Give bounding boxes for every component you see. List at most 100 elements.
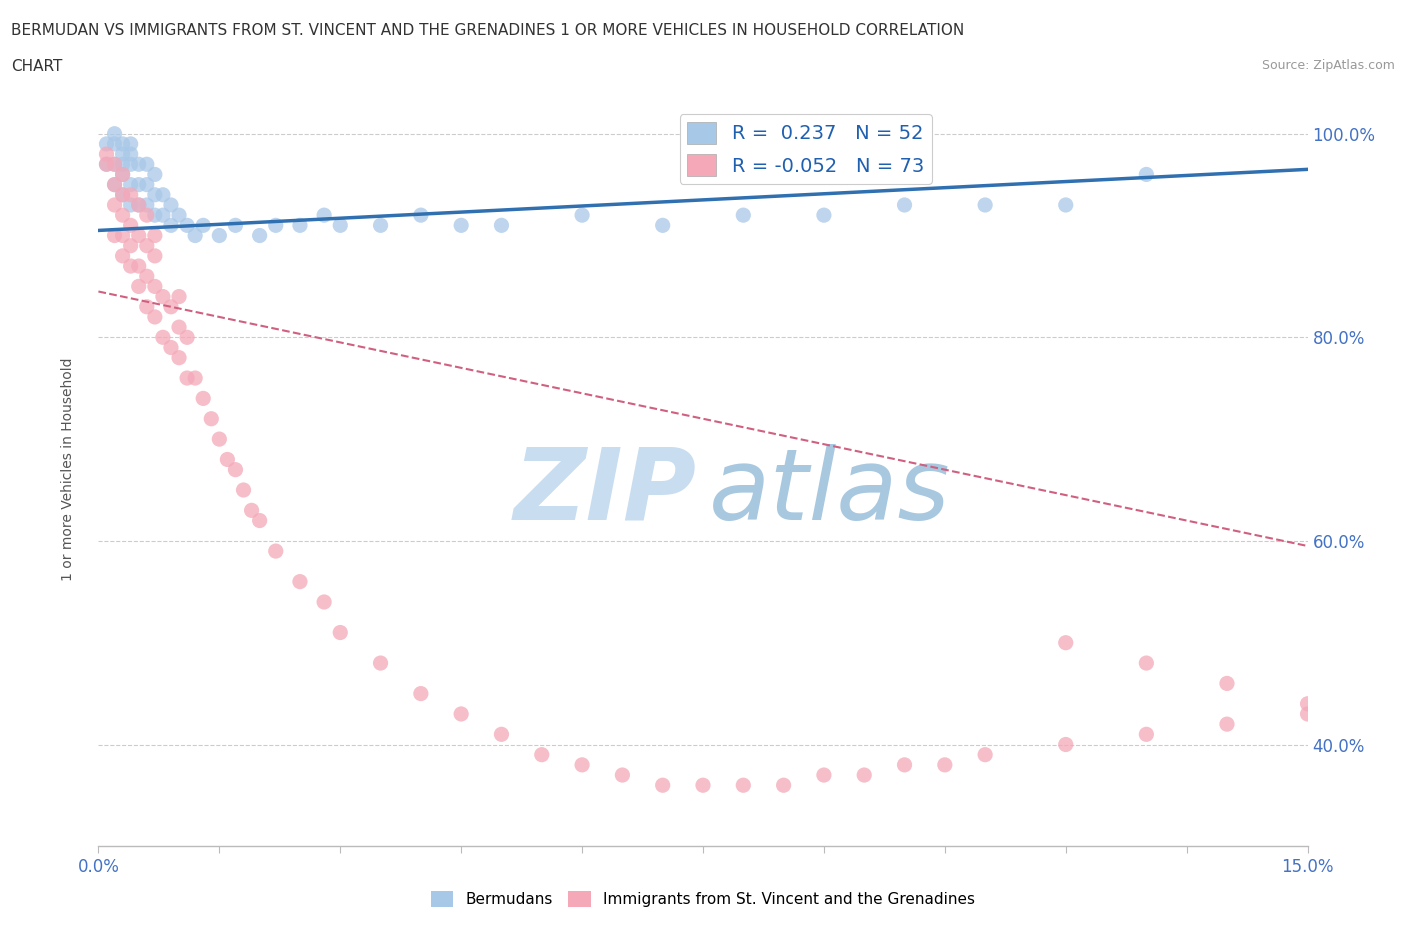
Point <box>329 625 352 640</box>
Point <box>1135 727 1157 742</box>
Point <box>96 157 118 172</box>
Point <box>96 157 118 172</box>
Point <box>103 157 125 172</box>
Point <box>143 187 166 202</box>
Point <box>120 197 142 212</box>
Point <box>651 777 673 792</box>
Point <box>135 238 157 253</box>
Point <box>1296 697 1319 711</box>
Point <box>103 197 125 212</box>
Point <box>167 320 190 335</box>
Point <box>143 167 166 182</box>
Point <box>314 594 336 609</box>
Point <box>111 207 134 222</box>
Point <box>491 218 513 232</box>
Point <box>111 137 134 152</box>
Point <box>288 574 311 589</box>
Point <box>128 178 150 193</box>
Point <box>208 228 231 243</box>
Point <box>184 228 207 243</box>
Point <box>853 767 876 782</box>
Point <box>135 299 157 314</box>
Point <box>120 259 142 273</box>
Point <box>103 137 125 152</box>
Point <box>813 767 835 782</box>
Point <box>176 218 198 232</box>
Point <box>370 218 392 232</box>
Point <box>893 197 915 212</box>
Point <box>934 757 956 772</box>
Point <box>200 411 222 426</box>
Point <box>1054 737 1077 752</box>
Point <box>176 370 198 385</box>
Point <box>120 187 142 202</box>
Point <box>111 147 134 162</box>
Point <box>143 248 166 263</box>
Point <box>128 157 150 172</box>
Point <box>111 167 134 182</box>
Point <box>111 228 134 243</box>
Point <box>120 157 142 172</box>
Point <box>1216 717 1239 732</box>
Point <box>167 289 190 304</box>
Point <box>217 452 239 467</box>
Point <box>160 197 183 212</box>
Point <box>409 686 432 701</box>
Point <box>1296 707 1319 722</box>
Point <box>143 228 166 243</box>
Point <box>135 178 157 193</box>
Point <box>135 157 157 172</box>
Point <box>135 207 157 222</box>
Point <box>1135 167 1157 182</box>
Point <box>111 187 134 202</box>
Point <box>288 218 311 232</box>
Point <box>152 187 174 202</box>
Point <box>120 218 142 232</box>
Text: Source: ZipAtlas.com: Source: ZipAtlas.com <box>1261 59 1395 72</box>
Text: atlas: atlas <box>709 444 950 540</box>
Point <box>103 126 125 141</box>
Point <box>1135 656 1157 671</box>
Point <box>103 228 125 243</box>
Point <box>612 767 634 782</box>
Point <box>160 340 183 355</box>
Point <box>450 707 472 722</box>
Point <box>128 197 150 212</box>
Point <box>152 330 174 345</box>
Point <box>1216 676 1239 691</box>
Point <box>813 207 835 222</box>
Y-axis label: 1 or more Vehicles in Household: 1 or more Vehicles in Household <box>60 358 75 581</box>
Text: BERMUDAN VS IMMIGRANTS FROM ST. VINCENT AND THE GRENADINES 1 OR MORE VEHICLES IN: BERMUDAN VS IMMIGRANTS FROM ST. VINCENT … <box>11 23 965 38</box>
Point <box>240 503 263 518</box>
Point <box>128 279 150 294</box>
Point <box>329 218 352 232</box>
Point <box>193 218 215 232</box>
Legend: Bermudans, Immigrants from St. Vincent and the Grenadines: Bermudans, Immigrants from St. Vincent a… <box>425 884 981 913</box>
Point <box>409 207 432 222</box>
Point <box>120 238 142 253</box>
Point <box>120 137 142 152</box>
Point <box>111 248 134 263</box>
Point <box>571 757 593 772</box>
Point <box>111 157 134 172</box>
Point <box>249 228 271 243</box>
Text: CHART: CHART <box>11 59 63 73</box>
Point <box>103 178 125 193</box>
Point <box>152 289 174 304</box>
Point <box>733 207 755 222</box>
Legend: R =  0.237   N = 52, R = -0.052   N = 73: R = 0.237 N = 52, R = -0.052 N = 73 <box>679 114 932 184</box>
Point <box>128 197 150 212</box>
Point <box>893 757 915 772</box>
Point <box>530 747 553 762</box>
Point <box>208 432 231 446</box>
Point <box>1054 635 1077 650</box>
Point <box>160 218 183 232</box>
Point <box>974 747 997 762</box>
Point <box>96 147 118 162</box>
Point <box>120 178 142 193</box>
Point <box>120 147 142 162</box>
Point <box>135 197 157 212</box>
Point <box>128 228 150 243</box>
Point <box>135 269 157 284</box>
Point <box>370 656 392 671</box>
